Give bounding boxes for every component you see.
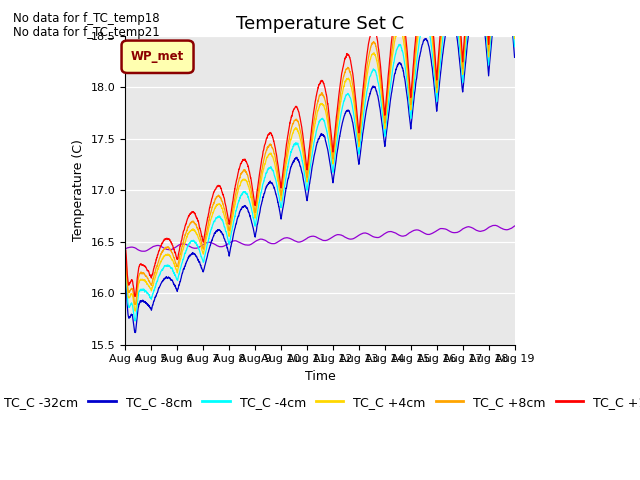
- X-axis label: Time: Time: [305, 370, 335, 383]
- TC_C -8cm: [364, 100, 371, 106]
- TC_C -8cm: [230, 228, 238, 234]
- TC_C +8cm: [364, 59, 371, 65]
- TC_C -4cm: [364, 85, 371, 91]
- TC_C +8cm: [122, 254, 129, 260]
- TC_C +8cm: [230, 198, 238, 204]
- TC_C -4cm: [122, 268, 129, 274]
- TC_C -32cm: [511, 223, 518, 229]
- TC_C +4cm: [205, 224, 212, 230]
- TC_C +12cm: [364, 47, 371, 53]
- TC_C +4cm: [131, 308, 139, 314]
- Line: TC_C -32cm: TC_C -32cm: [125, 225, 515, 252]
- TC_C -32cm: [205, 240, 212, 245]
- Line: TC_C +12cm: TC_C +12cm: [125, 0, 515, 297]
- TC_C -8cm: [205, 247, 212, 252]
- TC_C +8cm: [511, 28, 518, 34]
- TC_C +12cm: [205, 210, 212, 216]
- TC_C +12cm: [357, 110, 365, 116]
- TC_C -32cm: [230, 238, 238, 244]
- Text: WP_met: WP_met: [131, 50, 184, 63]
- TC_C +4cm: [364, 70, 371, 75]
- TC_C +12cm: [230, 190, 238, 195]
- TC_C -32cm: [511, 223, 518, 229]
- TC_C -32cm: [492, 222, 499, 228]
- TC_C -8cm: [511, 54, 518, 60]
- TC_C +4cm: [230, 205, 238, 211]
- TC_C -4cm: [230, 216, 238, 222]
- TC_C -32cm: [357, 231, 365, 237]
- Text: No data for f_TC_temp21: No data for f_TC_temp21: [13, 26, 159, 39]
- TC_C -4cm: [511, 43, 518, 48]
- Title: Temperature Set C: Temperature Set C: [236, 15, 404, 33]
- TC_C -32cm: [140, 249, 147, 254]
- TC_C -4cm: [205, 235, 212, 241]
- Line: TC_C +4cm: TC_C +4cm: [125, 0, 515, 311]
- Line: TC_C +8cm: TC_C +8cm: [125, 0, 515, 304]
- TC_C -32cm: [474, 228, 481, 234]
- TC_C +8cm: [205, 217, 212, 223]
- Y-axis label: Temperature (C): Temperature (C): [72, 139, 85, 241]
- TC_C +4cm: [122, 260, 129, 266]
- TC_C +4cm: [357, 125, 365, 131]
- TC_C +4cm: [511, 36, 518, 41]
- Line: TC_C -4cm: TC_C -4cm: [125, 0, 515, 321]
- TC_C -4cm: [511, 44, 518, 49]
- TC_C -4cm: [131, 318, 139, 324]
- TC_C +12cm: [122, 247, 129, 253]
- Legend: TC_C -32cm, TC_C -8cm, TC_C -4cm, TC_C +4cm, TC_C +8cm, TC_C +12cm: TC_C -32cm, TC_C -8cm, TC_C -4cm, TC_C +…: [0, 391, 640, 414]
- FancyBboxPatch shape: [122, 41, 193, 73]
- TC_C -8cm: [511, 54, 518, 60]
- TC_C -4cm: [357, 136, 365, 142]
- TC_C -32cm: [122, 246, 129, 252]
- TC_C +4cm: [511, 34, 518, 40]
- TC_C -8cm: [132, 330, 140, 336]
- Text: No data for f_TC_temp18: No data for f_TC_temp18: [13, 12, 159, 25]
- TC_C -8cm: [357, 146, 365, 152]
- TC_C +8cm: [511, 31, 518, 36]
- TC_C +12cm: [511, 24, 518, 29]
- TC_C +8cm: [131, 301, 139, 307]
- TC_C -32cm: [364, 231, 371, 237]
- TC_C -8cm: [122, 277, 129, 283]
- TC_C +12cm: [511, 22, 518, 27]
- TC_C +12cm: [131, 294, 139, 300]
- TC_C +8cm: [357, 118, 365, 124]
- Line: TC_C -8cm: TC_C -8cm: [125, 0, 515, 333]
